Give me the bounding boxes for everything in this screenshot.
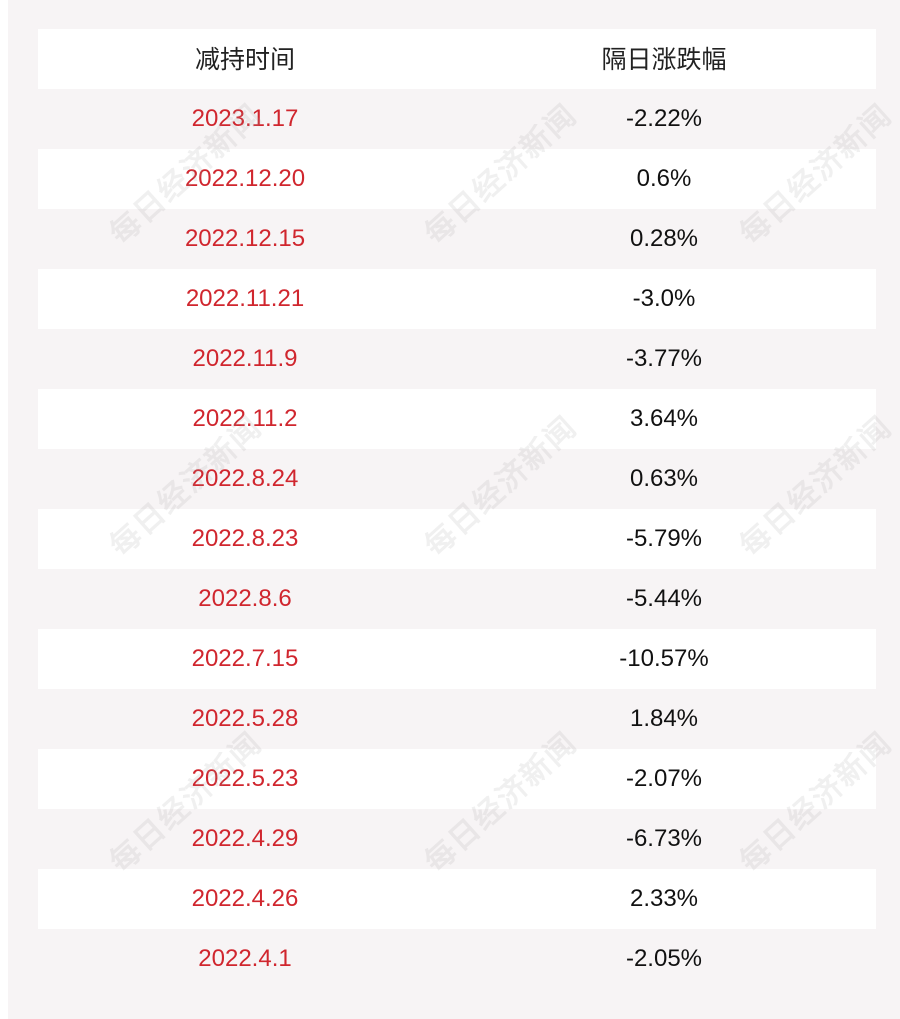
- header-date: 减持时间: [194, 44, 295, 74]
- row-change: -2.07%: [625, 765, 703, 792]
- row-change: 1.84%: [629, 705, 699, 732]
- reduction-table: 减持时间 隔日涨跌幅 2023.1.17 -2.22% 2022.12.20 0…: [38, 29, 876, 989]
- row-date: 2022.4.1: [198, 945, 292, 972]
- header-change: 隔日涨跌幅: [601, 44, 727, 74]
- row-change: -2.05%: [625, 945, 703, 972]
- row-date: 2022.8.24: [191, 465, 299, 492]
- table-row: 2022.11.2 3.64%: [38, 389, 876, 449]
- table-row: 2022.5.23 -2.07%: [38, 749, 876, 809]
- table-card: 减持时间 隔日涨跌幅 2023.1.17 -2.22% 2022.12.20 0…: [8, 0, 900, 1019]
- row-change: 0.63%: [629, 465, 699, 492]
- row-change: -6.73%: [625, 825, 703, 852]
- table-row: 2022.7.15 -10.57%: [38, 629, 876, 689]
- table-row: 2023.1.17 -2.22%: [38, 89, 876, 149]
- row-change: 3.64%: [629, 405, 699, 432]
- row-date: 2022.11.21: [185, 285, 305, 312]
- row-change: 0.28%: [629, 225, 699, 252]
- row-date: 2022.12.15: [184, 225, 306, 252]
- table-row: 2022.11.21 -3.0%: [38, 269, 876, 329]
- row-change: -3.77%: [625, 345, 703, 372]
- table-row: 2022.8.23 -5.79%: [38, 509, 876, 569]
- row-change: -2.22%: [625, 105, 703, 132]
- table-row: 2022.5.28 1.84%: [38, 689, 876, 749]
- row-date: 2022.8.23: [191, 525, 299, 552]
- row-change: -5.79%: [625, 525, 703, 552]
- table-row: 2022.4.29 -6.73%: [38, 809, 876, 869]
- row-change: -3.0%: [632, 285, 696, 312]
- row-change: -10.57%: [619, 645, 709, 672]
- table-row: 2022.8.6 -5.44%: [38, 569, 876, 629]
- table-header-row: 减持时间 隔日涨跌幅: [38, 29, 876, 89]
- table-row: 2022.12.15 0.28%: [38, 209, 876, 269]
- table-row: 2022.4.26 2.33%: [38, 869, 876, 929]
- table-row: 2022.12.20 0.6%: [38, 149, 876, 209]
- row-date: 2022.4.29: [191, 825, 299, 852]
- row-date: 2022.12.20: [184, 165, 306, 192]
- table-row: 2022.11.9 -3.77%: [38, 329, 876, 389]
- row-date: 2022.7.15: [191, 645, 299, 672]
- row-date: 2022.4.26: [191, 885, 299, 912]
- row-change: 2.33%: [629, 885, 699, 912]
- row-change: 0.6%: [636, 165, 692, 192]
- row-change: -5.44%: [625, 585, 703, 612]
- row-date: 2023.1.17: [191, 105, 299, 132]
- row-date: 2022.5.28: [191, 705, 299, 732]
- row-date: 2022.5.23: [191, 765, 299, 792]
- table-row: 2022.4.1 -2.05%: [38, 929, 876, 989]
- table-row: 2022.8.24 0.63%: [38, 449, 876, 509]
- row-date: 2022.8.6: [198, 585, 292, 612]
- row-date: 2022.11.2: [192, 405, 298, 432]
- row-date: 2022.11.9: [192, 345, 298, 372]
